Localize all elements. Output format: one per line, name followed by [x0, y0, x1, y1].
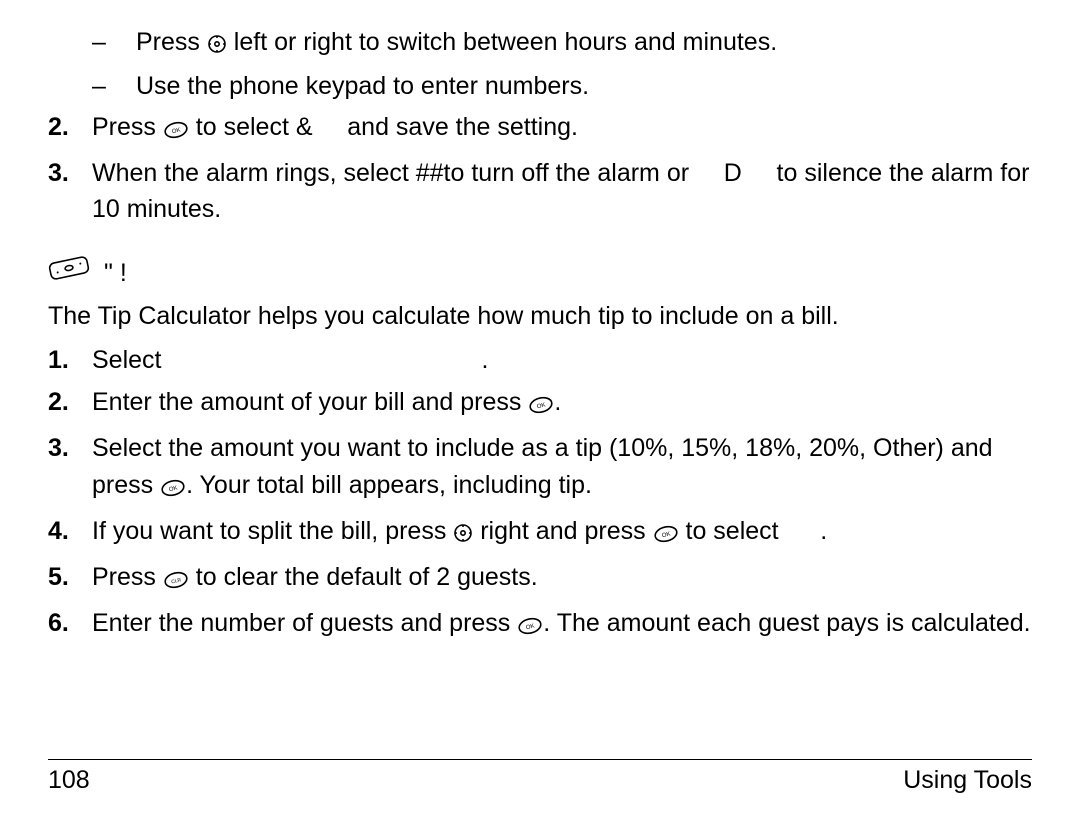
bullet-dash: –: [92, 24, 136, 64]
list-item: 3. Select the amount you want to include…: [48, 430, 1032, 507]
list-item: 2. Press OK to select & and save the set…: [48, 109, 1032, 149]
item-number: 4.: [48, 513, 92, 553]
ok-button-icon: OK: [653, 517, 679, 553]
item-number: 6.: [48, 605, 92, 645]
ok-button-icon: OK: [528, 388, 554, 424]
svg-text:OK: OK: [168, 485, 178, 493]
item-number: 3.: [48, 155, 92, 228]
sub-bullet: – Press left or right to switch between …: [92, 24, 1032, 64]
svg-text:OK: OK: [537, 402, 547, 410]
item-text: Enter the number of guests and press OK …: [92, 605, 1032, 645]
item-text: Enter the amount of your bill and press …: [92, 384, 1032, 424]
sub-bullet: – Use the phone keypad to enter numbers.: [92, 68, 1032, 104]
section-heading: " !: [48, 255, 1032, 291]
numbered-list-section: 1. Select.2. Enter the amount of your bi…: [48, 342, 1032, 646]
bullet-text: Use the phone keypad to enter numbers.: [136, 68, 1032, 104]
clr-button-icon: CLR: [163, 563, 189, 599]
list-item: 5. Press CLR to clear the default of 2 g…: [48, 559, 1032, 599]
page-footer: 108 Using Tools: [48, 759, 1032, 798]
list-item: 4. If you want to split the bill, press …: [48, 513, 1032, 553]
item-text: Press OK to select & and save the settin…: [92, 109, 1032, 149]
dpad-icon: [453, 517, 473, 553]
list-item: 1. Select.: [48, 342, 1032, 378]
tip-calculator-section: " ! The Tip Calculator helps you calcula…: [48, 255, 1032, 645]
item-text: If you want to split the bill, press rig…: [92, 513, 1032, 553]
svg-text:OK: OK: [171, 127, 181, 135]
page-number: 108: [48, 762, 90, 798]
list-item: 2. Enter the amount of your bill and pre…: [48, 384, 1032, 424]
ok-button-icon: OK: [163, 113, 189, 149]
item-text: Select.: [92, 342, 1032, 378]
bullet-text: Press left or right to switch between ho…: [136, 24, 1032, 64]
bullet-dash: –: [92, 68, 136, 104]
list-item: 3. When the alarm rings, select ##to tur…: [48, 155, 1032, 228]
dpad-icon: [207, 28, 227, 64]
manual-page: – Press left or right to switch between …: [0, 0, 1080, 834]
section-symbols: " !: [104, 255, 127, 291]
ok-button-icon: OK: [517, 609, 543, 645]
item-number: 3.: [48, 430, 92, 507]
page-section-label: Using Tools: [903, 762, 1032, 798]
svg-text:OK: OK: [526, 624, 536, 632]
item-text: Select the amount you want to include as…: [92, 430, 1032, 507]
phone-icon: [48, 255, 90, 291]
list-item: 6. Enter the number of guests and press …: [48, 605, 1032, 645]
item-number: 2.: [48, 109, 92, 149]
item-number: 1.: [48, 342, 92, 378]
item-number: 5.: [48, 559, 92, 599]
sub-bullet-list: – Press left or right to switch between …: [48, 24, 1032, 105]
svg-text:OK: OK: [661, 531, 671, 539]
svg-text:CLR: CLR: [171, 577, 183, 585]
item-text: When the alarm rings, select ##to turn o…: [92, 155, 1032, 228]
item-number: 2.: [48, 384, 92, 424]
section-intro: The Tip Calculator helps you calculate h…: [48, 298, 1032, 334]
item-text: Press CLR to clear the default of 2 gues…: [92, 559, 1032, 599]
numbered-list-top: 2. Press OK to select & and save the set…: [48, 109, 1032, 228]
ok-button-icon: OK: [160, 471, 186, 507]
